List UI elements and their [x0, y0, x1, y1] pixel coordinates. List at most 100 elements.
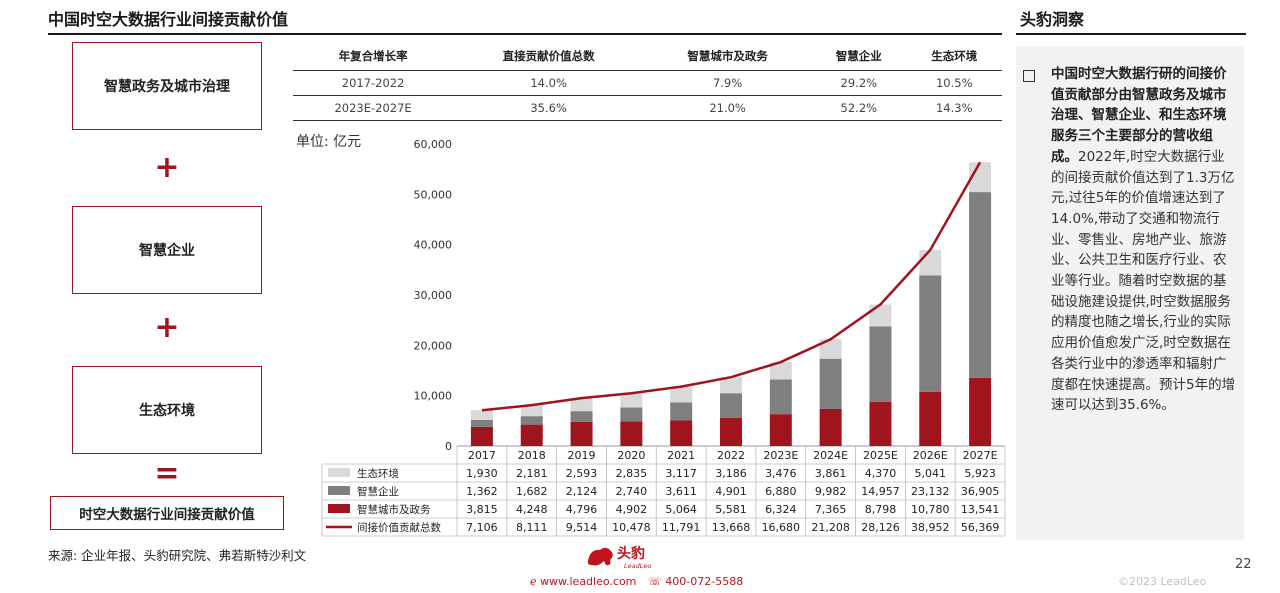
bar-segment — [520, 424, 543, 446]
bar-segment — [769, 362, 792, 380]
data-label: 56,369 — [961, 521, 1000, 534]
formula-item-label: 智慧企业 — [139, 243, 195, 259]
cagr-header-row: 年复合增长率 直接贡献价值总数 智慧城市及政务 智慧企业 生态环境 — [293, 42, 1002, 71]
side-panel-title: 头豹洞察 — [1020, 10, 1085, 29]
table-cell: 2023E-2027E — [293, 95, 454, 121]
bar-segment — [819, 408, 842, 446]
x-tick-label: 2019 — [568, 449, 596, 462]
data-label: 5,581 — [715, 503, 747, 516]
table-cell: 14.3% — [906, 95, 1002, 121]
footer-phone-number: 400-072-5588 — [665, 575, 744, 588]
formula-box-enterprise: 智慧企业 — [72, 206, 262, 294]
bar-segment — [969, 377, 992, 446]
legend-label: 生态环境 — [357, 467, 399, 480]
data-label: 38,952 — [911, 521, 950, 534]
data-label: 3,476 — [765, 467, 797, 480]
data-label: 9,514 — [566, 521, 598, 534]
data-label: 7,365 — [815, 503, 847, 516]
y-tick-label: 0 — [445, 440, 452, 453]
data-label: 2,124 — [566, 485, 598, 498]
x-tick-label: 2024E — [813, 449, 848, 462]
data-label: 2,835 — [616, 467, 648, 480]
footer-website: www.leadleo.com — [540, 575, 637, 588]
formula-result-label: 时空大数据行业间接贡献价值 — [79, 507, 255, 523]
bar-segment — [570, 398, 593, 412]
table-row: 2023E-2027E 35.6% 21.0% 52.2% 14.3% — [293, 95, 1002, 121]
data-label: 10,478 — [612, 521, 651, 534]
y-tick-label: 60,000 — [414, 138, 453, 151]
table-cell: 35.6% — [453, 95, 645, 121]
data-label: 2,181 — [516, 467, 548, 480]
stacked-bar-chart: 0 10,000 20,000 30,000 40,000 50,000 60,000 201… — [321, 138, 1006, 537]
x-tick-label: 2018 — [518, 449, 546, 462]
insight-panel — [1016, 46, 1244, 540]
bar-segment — [520, 416, 543, 425]
cagr-header-cell: 智慧城市及政务 — [644, 42, 812, 71]
phone-icon: ☏ — [648, 575, 662, 588]
bar-segment — [570, 411, 593, 422]
table-cell: 14.0% — [453, 70, 645, 96]
insight-body-text: 2022年,时空大数据行业的间接贡献价值达到了1.3万亿元,过往5年的价值增速达… — [1051, 148, 1236, 414]
insight-bold-text: 中国时空大数据行研的间接价值贡献部分由智慧政务及城市治理、智慧企业、和生态环境服… — [1051, 66, 1227, 165]
data-label: 21,208 — [811, 521, 850, 534]
total-line — [481, 161, 982, 412]
x-tick-label: 2026E — [913, 449, 948, 462]
formula-result-box: 时空大数据行业间接贡献价值 — [50, 496, 284, 530]
bar-segment — [470, 426, 493, 446]
data-label: 3,861 — [815, 467, 847, 480]
data-label: 9,982 — [815, 485, 847, 498]
data-label: 2,740 — [616, 485, 648, 498]
data-label: 13,668 — [712, 521, 751, 534]
legend-swatch — [328, 504, 350, 513]
x-tick-label: 2025E — [863, 449, 898, 462]
y-tick-label: 50,000 — [414, 188, 453, 201]
data-label: 28,126 — [861, 521, 900, 534]
side-title-divider — [1016, 33, 1246, 35]
x-tick-label: 2027E — [963, 449, 998, 462]
page-title: 中国时空大数据行业间接贡献价值 — [48, 10, 289, 29]
logo-text: 头豹 — [617, 545, 645, 562]
data-label: 14,957 — [861, 485, 900, 498]
data-label: 5,064 — [665, 503, 697, 516]
legend-swatch — [328, 468, 350, 477]
legend-label: 间接价值贡献总数 — [357, 521, 441, 534]
bar-segment — [570, 421, 593, 446]
formula-box-ecology: 生态环境 — [72, 366, 262, 454]
data-label: 23,132 — [911, 485, 950, 498]
y-tick-label: 30,000 — [414, 289, 453, 302]
table-row: 2017-2022 14.0% 7.9% 29.2% 10.5% — [293, 70, 1002, 96]
data-label: 8,798 — [865, 503, 897, 516]
y-tick-label: 20,000 — [414, 339, 453, 352]
unit-label: 单位: 亿元 — [296, 134, 362, 150]
bar-segment — [819, 358, 842, 409]
bar-segment — [720, 393, 742, 418]
bar-segment — [670, 420, 693, 446]
title-divider — [48, 33, 1002, 35]
formula-box-government: 智慧政务及城市治理 — [72, 42, 262, 130]
bar-segment — [919, 275, 942, 392]
table-cell: 10.5% — [906, 70, 1002, 96]
bar-segment — [720, 417, 742, 446]
cagr-header-cell: 年复合增长率 — [293, 42, 454, 71]
bar-segment — [670, 386, 693, 403]
data-label: 2,593 — [566, 467, 598, 480]
bar-segment — [919, 249, 942, 276]
data-label: 1,682 — [516, 485, 548, 498]
x-tick-label: 2022 — [717, 449, 745, 462]
plus-sign: + — [154, 150, 180, 185]
bar-segment — [969, 192, 992, 378]
bar-segment — [670, 402, 693, 421]
cagr-header-cell: 直接贡献价值总数 — [453, 42, 645, 71]
data-label: 8,111 — [516, 521, 548, 534]
data-label: 7,106 — [466, 521, 498, 534]
footer-website-link[interactable]: ℯ www.leadleo.com — [530, 575, 636, 588]
cagr-header-cell: 智慧企业 — [811, 42, 907, 71]
bar-segment — [869, 304, 892, 327]
data-label: 4,901 — [715, 485, 747, 498]
data-label: 3,815 — [466, 503, 498, 516]
data-label: 1,930 — [466, 467, 498, 480]
equals-sign: = — [154, 456, 180, 491]
data-label: 6,880 — [765, 485, 797, 498]
data-label: 5,041 — [915, 467, 947, 480]
globe-icon: ℯ — [530, 575, 537, 588]
